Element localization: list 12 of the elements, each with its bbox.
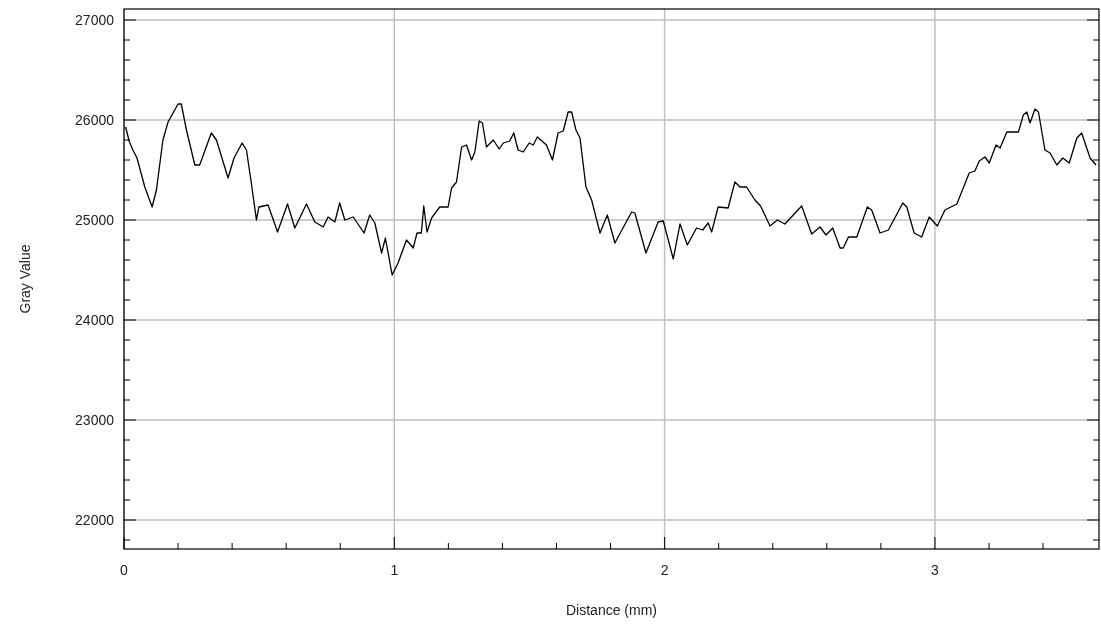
y-tick-label: 22000 xyxy=(75,512,115,528)
x-tick-label: 3 xyxy=(931,562,940,578)
x-tick-label: 2 xyxy=(660,562,669,578)
x-tick-label: 1 xyxy=(390,562,399,578)
x-axis-title: Distance (mm) xyxy=(565,602,658,618)
y-tick-label: 26000 xyxy=(75,112,115,128)
y-tick-label: 23000 xyxy=(75,412,115,428)
y-tick-label: 27000 xyxy=(75,12,115,28)
y-axis-title: Gray Value xyxy=(17,244,33,314)
y-tick-label: 25000 xyxy=(75,212,115,228)
x-tick-label: 0 xyxy=(120,562,129,578)
y-tick-label: 24000 xyxy=(75,312,115,328)
